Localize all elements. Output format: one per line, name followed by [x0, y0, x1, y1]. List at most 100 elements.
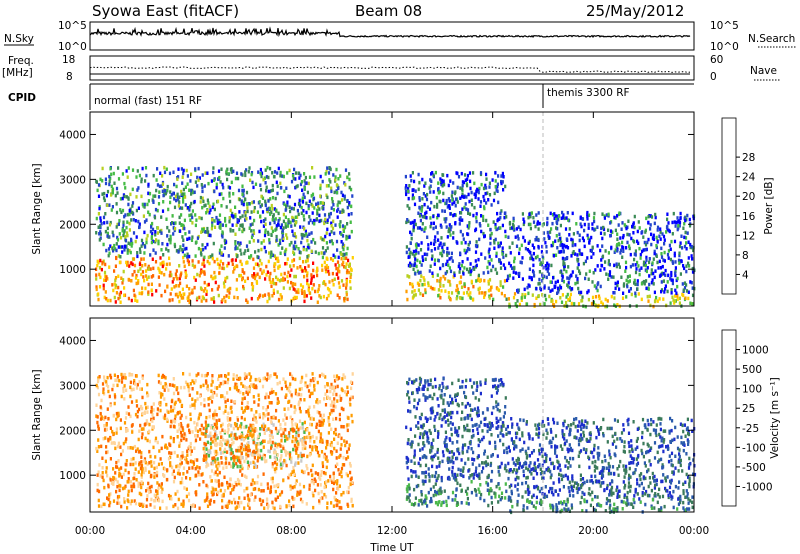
- power-echo-cell-1: [150, 225, 153, 229]
- power-echo-cell-1: [204, 203, 207, 207]
- velocity-echo-cell-2: [239, 449, 242, 453]
- power-echo-cell-3: [484, 183, 487, 188]
- power-echo-cell-5: [644, 261, 647, 266]
- velocity-echo-cell-2: [139, 423, 142, 428]
- velocity-echo-cell-0: [214, 470, 217, 474]
- velocity-echo-cell-0: [127, 480, 130, 484]
- power-echo-cell-3: [432, 173, 435, 177]
- power-echo-cell-1: [234, 214, 237, 219]
- power-echo-cell-1: [164, 189, 167, 193]
- power-echo-cell-5: [676, 276, 679, 281]
- velocity-echo-cell-2: [125, 411, 128, 415]
- power-echo-cell-0: [343, 297, 346, 301]
- power-echo-cell-3: [426, 192, 429, 197]
- power-echo-cell-5: [670, 288, 673, 292]
- power-echo-cell-0: [126, 260, 129, 265]
- power-echo-cell-3: [503, 215, 506, 220]
- power-echo-cell-0: [221, 298, 224, 302]
- velocity-echo-cell-2: [144, 436, 147, 441]
- power-echo-cell-1: [231, 211, 234, 216]
- power-echo-cell-1: [130, 210, 133, 215]
- power-echo-cell-0: [114, 300, 117, 304]
- power-echo-cell-1: [186, 174, 189, 178]
- power-echo-cell-0: [210, 274, 213, 279]
- power-echo-cell-0: [244, 279, 247, 283]
- power-echo-cell-0: [338, 285, 341, 289]
- power-echo-cell-1: [260, 247, 263, 252]
- power-echo-cell-0: [346, 297, 349, 302]
- velocity-echo-cell-2: [262, 445, 265, 449]
- power-echo-cell-5: [514, 235, 517, 239]
- power-echo-cell-1: [281, 229, 284, 233]
- power-echo-cell-1: [306, 234, 309, 238]
- power-echo-cell-5: [588, 238, 591, 242]
- power-echo-cell-5: [614, 228, 617, 233]
- power-echo-cell-1: [325, 169, 328, 174]
- power-echo-cell-5: [619, 251, 622, 255]
- power-echo-cell-1: [101, 192, 104, 196]
- velocity-echo-cell-0: [298, 482, 302, 487]
- power-echo-cell-1: [277, 166, 280, 171]
- velocity-echo-cell-2: [220, 374, 223, 378]
- power-echo-cell-1: [329, 211, 332, 216]
- velocity-echo-cell-2: [252, 384, 255, 388]
- power-echo-cell-1: [216, 218, 219, 222]
- velocity-echo-cell-0: [140, 480, 143, 484]
- power-echo-cell-5: [663, 290, 666, 294]
- power-echo-cell-4: [544, 293, 547, 298]
- velocity-echo-cell-2: [117, 411, 120, 416]
- velocity-echo-cell-0: [169, 496, 172, 501]
- power-echo-cell-5: [691, 257, 694, 261]
- power-echo-cell-2: [458, 281, 461, 285]
- power-echo-cell-3: [472, 171, 475, 175]
- power-echo-cell-5: [574, 281, 577, 286]
- velocity-echo-cell-0: [266, 486, 270, 490]
- velocity-echo-cell-2: [250, 408, 253, 412]
- power-echo-cell-1: [161, 242, 164, 246]
- velocity-echo-cell-2: [122, 386, 125, 391]
- power-echo-cell-3: [461, 187, 464, 191]
- power-echo-cell-1: [218, 213, 222, 217]
- power-echo-cell-4: [513, 292, 517, 296]
- power-echo-cell-1: [250, 229, 253, 233]
- power-echo-cell-1: [291, 173, 295, 178]
- power-echo-cell-5: [575, 222, 578, 226]
- power-echo-cell-0: [257, 263, 260, 268]
- power-echo-cell-2: [419, 291, 422, 296]
- velocity-echo-cell-2: [158, 391, 161, 395]
- power-echo-cell-1: [339, 220, 342, 224]
- velocity-echo-cell-1: [278, 458, 281, 463]
- velocity-echo-cell-0: [347, 485, 350, 490]
- power-echo-cell-3: [468, 240, 471, 245]
- velocity-echo-cell-1: [303, 430, 306, 434]
- velocity-echo-cell-2: [131, 430, 134, 434]
- power-echo-cell-1: [275, 234, 278, 239]
- velocity-echo-cell-0: [116, 501, 119, 505]
- power-echo-cell-2: [476, 278, 479, 282]
- velocity-echo-cell-2: [169, 461, 172, 465]
- power-echo-cell-1: [138, 222, 141, 226]
- velocity-echo-cell-2: [332, 408, 335, 413]
- velocity-echo-cell-2: [117, 459, 120, 463]
- velocity-echo-cell-2: [166, 409, 169, 413]
- power-echo-cell-0: [210, 297, 213, 301]
- power-echo-cell-5: [616, 232, 619, 236]
- power-echo-cell-0: [202, 296, 205, 301]
- power-echo-cell-4: [616, 303, 619, 307]
- power-echo-cell-0: [278, 264, 281, 268]
- power-echo-cell-1: [195, 218, 198, 222]
- power-echo-cell-3: [487, 270, 490, 275]
- power-echo-cell-3: [413, 254, 416, 258]
- power-echo-cell-1: [179, 229, 182, 233]
- power-echo-cell-3: [482, 214, 485, 219]
- power-echo-cell-4: [524, 293, 527, 297]
- power-echo-cell-0: [308, 291, 311, 295]
- power-echo-cell-5: [616, 280, 619, 284]
- power-echo-cell-3: [429, 216, 432, 220]
- power-echo-cell-1: [103, 198, 106, 203]
- power-echo-cell-3: [480, 214, 483, 218]
- power-echo-cell-5: [647, 287, 650, 291]
- power-echo-cell-5: [540, 261, 543, 265]
- power-echo-cell-1: [270, 210, 273, 215]
- power-echo-cell-1: [155, 188, 158, 193]
